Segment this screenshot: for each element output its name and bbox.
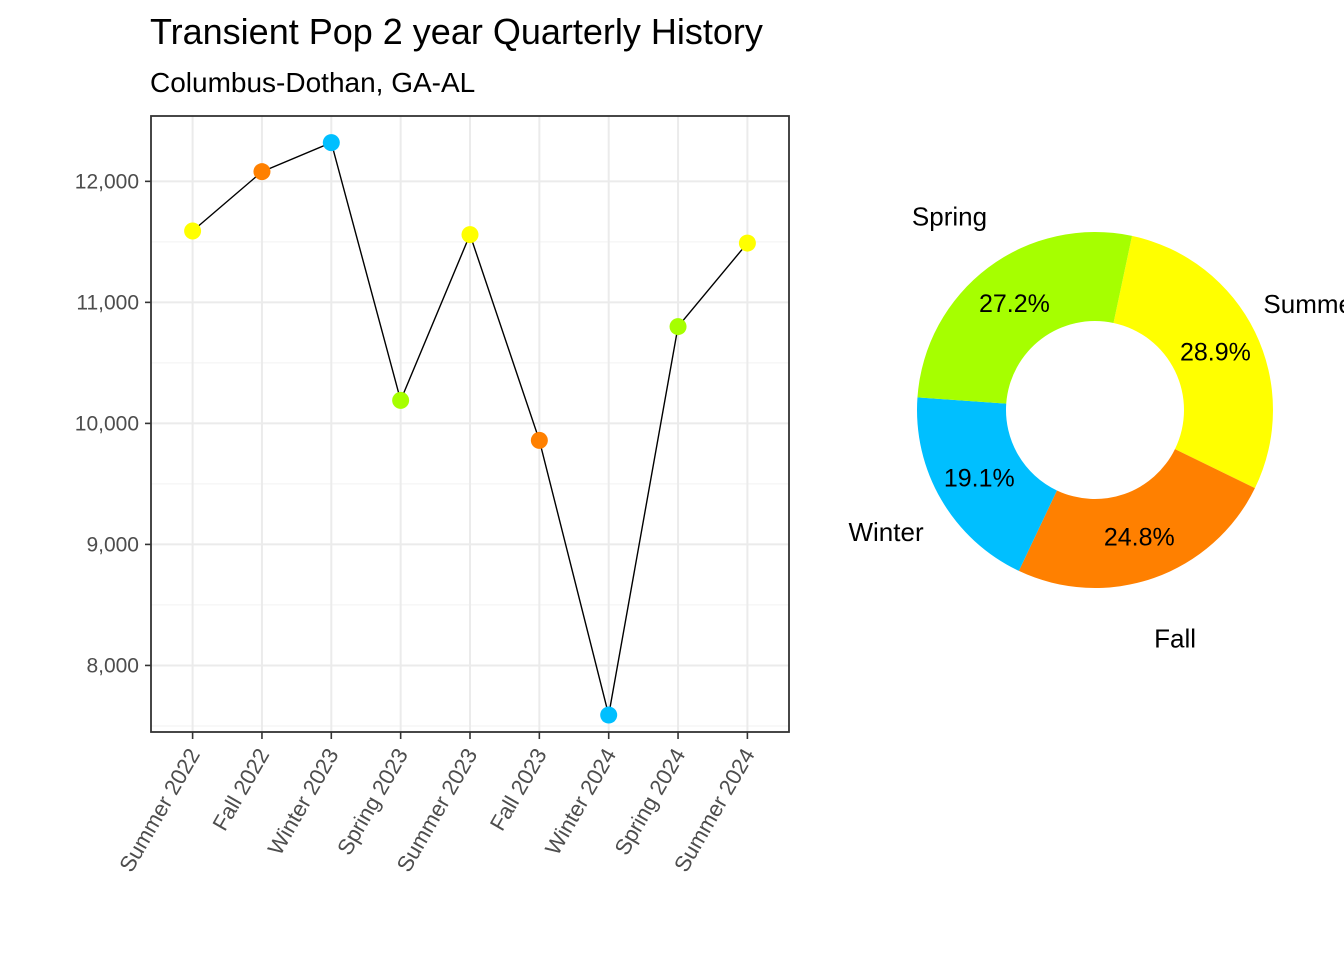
- donut-slice-fall: [1018, 449, 1255, 588]
- y-tick-label: 9,000: [86, 533, 139, 556]
- chart-title: Transient Pop 2 year Quarterly History: [150, 11, 763, 52]
- data-point: [184, 222, 202, 240]
- donut-percent-labels: 28.9% 24.8% 19.1% 27.2%: [944, 290, 1251, 552]
- x-tick-label: Spring 2023: [332, 744, 413, 859]
- data-point: [461, 226, 479, 244]
- donut-slice-spring: [917, 231, 1133, 404]
- donut-percent-label: 27.2%: [979, 290, 1050, 318]
- data-point: [392, 391, 410, 409]
- data-point: [669, 318, 687, 336]
- y-tick-label: 11,000: [76, 291, 139, 314]
- donut-slice-winter: [917, 397, 1057, 571]
- donut-percent-label: 24.8%: [1104, 523, 1175, 551]
- y-tick-label: 12,000: [75, 170, 139, 193]
- line-chart-panel: 8,000 9,000 10,000 11,000 12,000 Summer 2022…: [75, 115, 790, 876]
- x-tick-label: Winter 2024: [540, 744, 621, 859]
- data-point: [530, 431, 548, 449]
- x-tick-label: Fall 2023: [485, 744, 552, 835]
- x-tick-label: Summer 2022: [114, 744, 205, 876]
- y-tick-label: 10,000: [75, 412, 139, 435]
- donut-category-label: Spring: [912, 202, 987, 232]
- y-tick-label: 8,000: [86, 654, 139, 677]
- data-point: [738, 234, 756, 252]
- x-tick-label: Spring 2024: [609, 744, 690, 859]
- donut-chart-panel: 28.9% 24.8% 19.1% 27.2% Summer Fall Winter Spr…: [848, 202, 1344, 654]
- donut-slice-summer: [1113, 235, 1273, 489]
- donut-category-label: Summer: [1263, 289, 1344, 319]
- x-tick-label: Winter 2023: [263, 744, 344, 859]
- data-point: [253, 163, 271, 181]
- donut-category-labels: Summer Fall Winter Spring: [848, 202, 1344, 654]
- grid-lines: [151, 116, 789, 732]
- donut-percent-label: 28.9%: [1180, 338, 1251, 366]
- donut-category-label: Winter: [848, 517, 923, 547]
- chart-subtitle: Columbus-Dothan, GA-AL: [150, 67, 475, 98]
- data-points: [184, 134, 756, 724]
- donut-slices: [917, 231, 1273, 588]
- x-tick-label: Fall 2022: [207, 744, 274, 835]
- data-point: [322, 134, 340, 152]
- y-axis: 8,000 9,000 10,000 11,000 12,000: [75, 170, 151, 677]
- donut-percent-label: 19.1%: [944, 465, 1015, 493]
- donut-category-label: Fall: [1154, 623, 1196, 653]
- data-point: [600, 706, 618, 724]
